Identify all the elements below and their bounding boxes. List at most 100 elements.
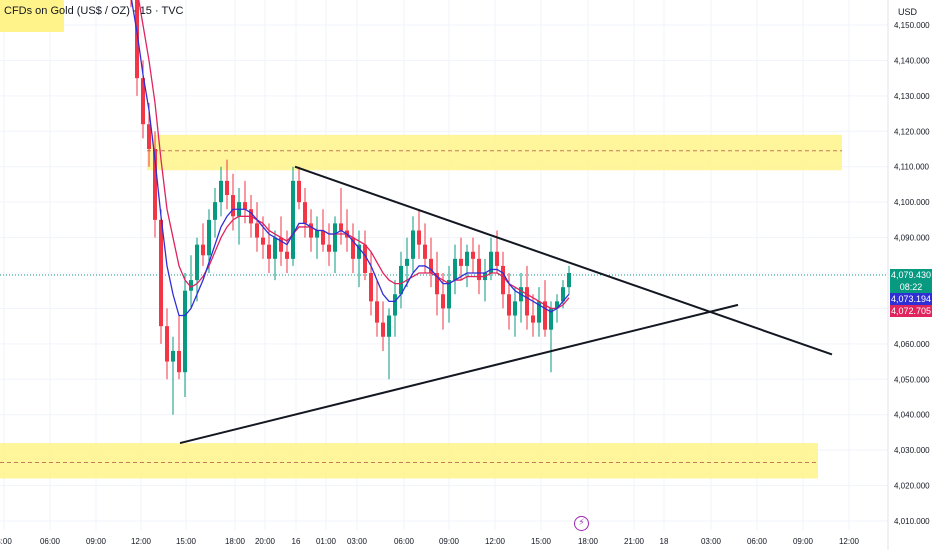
moving-average-line bbox=[130, 0, 570, 317]
candle-body bbox=[321, 230, 325, 245]
candle-body bbox=[285, 251, 289, 259]
candle-body bbox=[201, 244, 205, 256]
candle-body bbox=[171, 350, 175, 362]
candle-body bbox=[399, 265, 403, 295]
y-tick-label: 4,050.000 bbox=[894, 375, 930, 384]
x-tick-label: 20:00 bbox=[255, 537, 276, 546]
y-tick-label: 4,110.000 bbox=[894, 163, 930, 172]
last-price-label: 4,079.430 bbox=[890, 269, 932, 281]
candle-body bbox=[525, 287, 529, 316]
candle-body bbox=[375, 301, 379, 323]
x-tick-label: 12:00 bbox=[485, 537, 506, 546]
candle-body bbox=[393, 294, 397, 316]
x-tick-label: 18:00 bbox=[578, 537, 599, 546]
supply-demand-zones bbox=[0, 0, 842, 479]
x-tick-label: 16 bbox=[292, 537, 301, 546]
x-tick-label: 06:00 bbox=[747, 537, 768, 546]
candle-body bbox=[243, 202, 247, 210]
candle-body bbox=[453, 258, 457, 281]
candle-body bbox=[225, 180, 229, 196]
y-tick-label: 4,040.000 bbox=[894, 411, 930, 420]
y-tick-label: 4,020.000 bbox=[894, 482, 930, 491]
x-tick-label: 21:00 bbox=[624, 537, 645, 546]
candle-body bbox=[531, 315, 535, 323]
candle-body bbox=[339, 223, 343, 231]
candles[interactable] bbox=[123, 0, 571, 415]
candle-body bbox=[471, 251, 475, 259]
candle-body bbox=[189, 280, 193, 291]
lightning-bolt-icon[interactable]: ⚡ bbox=[574, 516, 589, 531]
y-tick-label: 4,060.000 bbox=[894, 340, 930, 349]
candle-body bbox=[207, 219, 211, 256]
x-tick-label: 18:00 bbox=[225, 537, 246, 546]
title-highlight bbox=[0, 0, 64, 32]
candle-body bbox=[537, 301, 541, 323]
x-tick-label: 06:00 bbox=[394, 537, 415, 546]
candle-body bbox=[435, 273, 439, 295]
candle-body bbox=[279, 237, 283, 252]
x-tick-label: 03:00 bbox=[347, 537, 368, 546]
candle-body bbox=[405, 258, 409, 266]
candle-body bbox=[255, 223, 259, 238]
candle-body bbox=[261, 237, 265, 245]
candle-body bbox=[441, 294, 445, 309]
candle-body bbox=[351, 237, 355, 259]
candle-body bbox=[555, 301, 559, 309]
candle-body bbox=[447, 280, 451, 309]
x-tick-label: 12:00 bbox=[839, 537, 860, 546]
candle-body bbox=[165, 326, 169, 362]
candle-body bbox=[153, 149, 157, 220]
candle-body bbox=[147, 124, 151, 149]
candle-body bbox=[315, 230, 319, 238]
y-tick-label: 4,030.000 bbox=[894, 446, 930, 455]
candle-body bbox=[459, 258, 463, 266]
candle-body bbox=[159, 219, 163, 327]
x-tick-label: 06:00 bbox=[40, 537, 61, 546]
candle-body bbox=[423, 244, 427, 259]
candle-body bbox=[465, 251, 469, 266]
candle-body bbox=[561, 287, 565, 302]
candle-body bbox=[177, 350, 181, 373]
candle-body bbox=[513, 301, 517, 316]
y-tick-label: 4,120.000 bbox=[894, 127, 930, 136]
x-tick-label: 15:00 bbox=[531, 537, 552, 546]
candle-body bbox=[501, 265, 505, 295]
candle-body bbox=[309, 223, 313, 238]
candle-body bbox=[183, 290, 187, 373]
zone-rect bbox=[147, 134, 842, 171]
candle-body bbox=[381, 322, 385, 337]
candle-body bbox=[549, 308, 553, 330]
candle-body bbox=[429, 258, 433, 273]
x-tick-label: 03:00 bbox=[701, 537, 722, 546]
candle-body bbox=[477, 258, 481, 281]
trendlines[interactable] bbox=[179, 165, 833, 445]
candle-body bbox=[489, 251, 493, 273]
currency-label: USD bbox=[898, 7, 918, 17]
candle-body bbox=[291, 180, 295, 259]
candle-body bbox=[273, 237, 277, 259]
candle-body bbox=[297, 180, 301, 203]
zone-rect bbox=[0, 443, 818, 479]
candle-body bbox=[567, 273, 571, 288]
candle-body bbox=[219, 180, 223, 203]
x-tick-label: 3:00 bbox=[0, 537, 12, 546]
trendline bbox=[179, 303, 739, 445]
candle-body bbox=[417, 230, 421, 245]
x-tick-label: 01:00 bbox=[316, 537, 337, 546]
candle-body bbox=[333, 223, 337, 252]
y-tick-label: 4,140.000 bbox=[894, 56, 930, 65]
ma-blue-label: 4,073.194 bbox=[890, 293, 932, 305]
countdown-label: 08:22 bbox=[890, 281, 932, 293]
candle-body bbox=[303, 202, 307, 224]
candle-body bbox=[495, 251, 499, 266]
x-tick-label: 09:00 bbox=[439, 537, 460, 546]
y-tick-label: 4,010.000 bbox=[894, 517, 930, 526]
candle-body bbox=[141, 78, 145, 125]
x-tick-label: 12:00 bbox=[131, 537, 152, 546]
y-tick-label: 4,100.000 bbox=[894, 198, 930, 207]
candle-body bbox=[411, 230, 415, 259]
y-tick-label: 4,150.000 bbox=[894, 21, 930, 30]
trendline bbox=[294, 165, 833, 356]
